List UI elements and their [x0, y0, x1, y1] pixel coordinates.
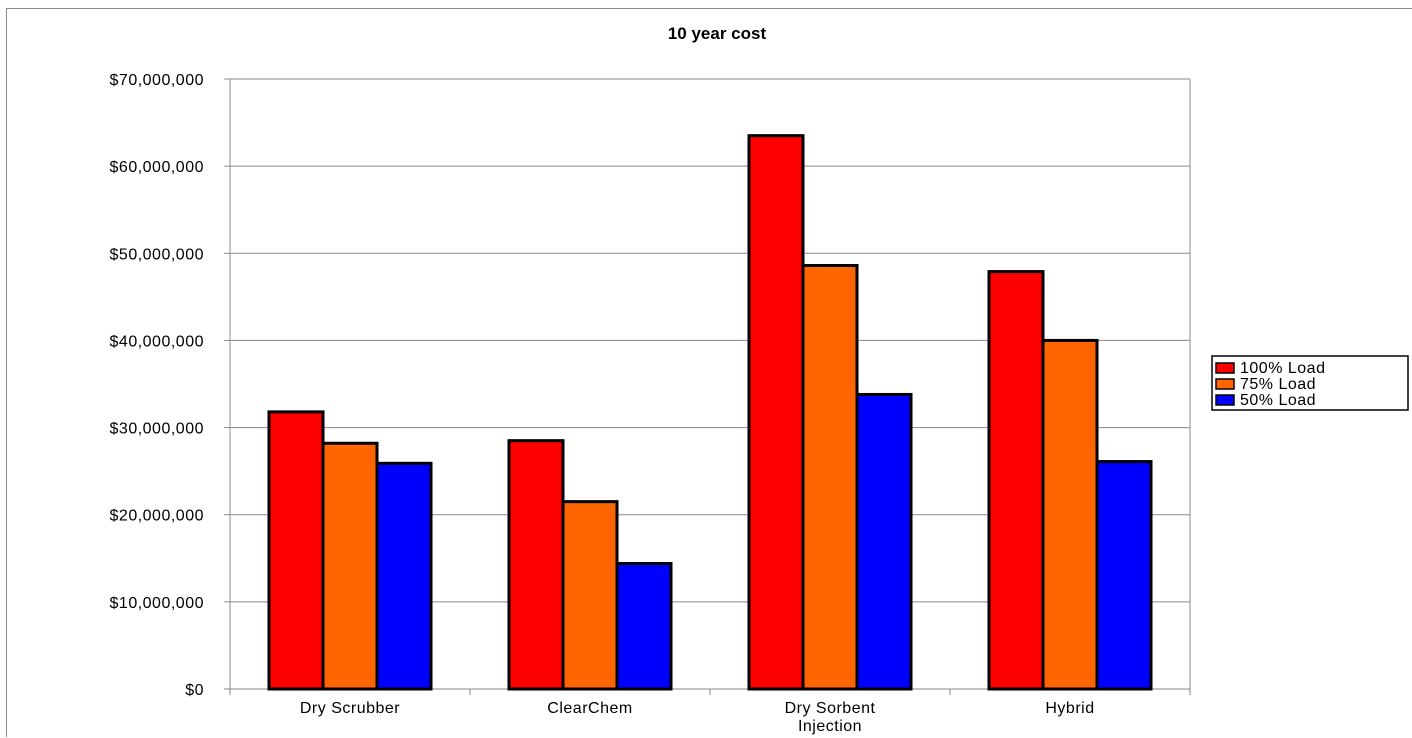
- y-tick-label: $60,000,000: [110, 159, 204, 176]
- bar: [855, 392, 913, 691]
- y-tick-label: $0: [185, 682, 204, 699]
- y-tick-label: $70,000,000: [110, 72, 204, 89]
- bar: [1041, 338, 1099, 691]
- y-tick-label: $20,000,000: [110, 508, 204, 525]
- legend-swatch: [1215, 378, 1235, 390]
- y-tick-label: $30,000,000: [110, 421, 204, 438]
- bar: [267, 410, 325, 691]
- x-tick-label: Injection: [798, 718, 862, 735]
- y-tick-label: $40,000,000: [110, 333, 204, 350]
- x-tick-label: Dry Sorbent: [785, 700, 876, 717]
- y-tick-label: $10,000,000: [110, 595, 204, 612]
- chart-title: 10 year cost: [668, 24, 767, 43]
- bar: [987, 270, 1045, 691]
- bar: [321, 441, 379, 691]
- x-tick-label: Dry Scrubber: [300, 700, 400, 717]
- bar-chart: 10 year cost $0 $10,000,000 $20,000,000 $30,…: [110, 24, 1409, 735]
- legend-label: 100% Load: [1240, 360, 1325, 377]
- x-tick-label: Hybrid: [1045, 700, 1094, 717]
- bar: [1095, 460, 1153, 691]
- legend-box: [1211, 355, 1409, 411]
- legend-label: 75% Load: [1240, 376, 1316, 393]
- y-tick-label: $50,000,000: [110, 246, 204, 263]
- bar: [561, 500, 619, 691]
- legend-label: 50% Load: [1240, 392, 1316, 409]
- bar: [375, 461, 433, 691]
- x-tick-label: ClearChem: [547, 700, 632, 717]
- legend-swatch: [1215, 394, 1235, 406]
- legend-swatch: [1215, 362, 1235, 374]
- chart-area: 10 year cost $0 $10,000,000 $20,000,000 $30,…: [6, 8, 1412, 737]
- bar: [801, 263, 859, 691]
- bar: [747, 134, 805, 691]
- bar: [507, 439, 565, 691]
- bar: [615, 562, 673, 691]
